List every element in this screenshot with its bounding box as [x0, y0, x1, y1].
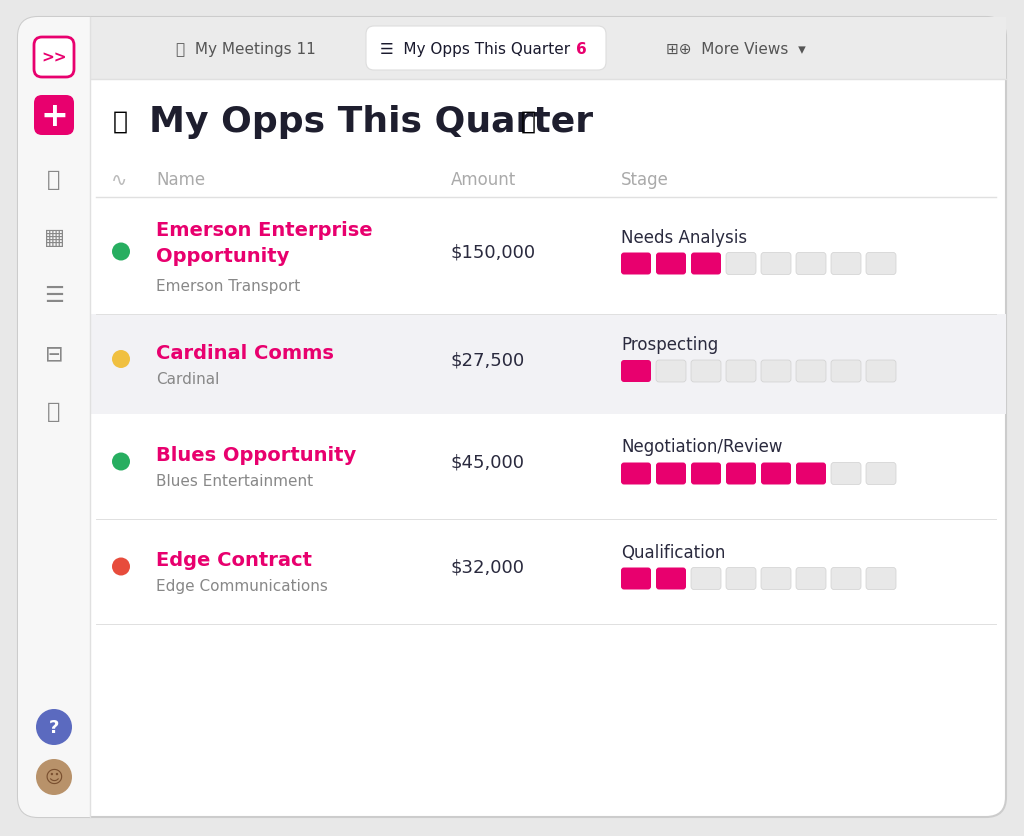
Text: ▦: ▦ [43, 227, 65, 247]
FancyBboxPatch shape [18, 18, 90, 817]
FancyBboxPatch shape [621, 360, 651, 383]
FancyBboxPatch shape [761, 463, 791, 485]
FancyBboxPatch shape [656, 253, 686, 275]
FancyBboxPatch shape [796, 568, 826, 589]
FancyBboxPatch shape [831, 463, 861, 485]
Text: $45,000: $45,000 [451, 453, 525, 471]
Text: Blues Entertainment: Blues Entertainment [156, 473, 313, 488]
Text: My Opps This Quarter: My Opps This Quarter [150, 104, 593, 139]
Circle shape [112, 243, 130, 261]
Text: 👑: 👑 [113, 110, 128, 134]
Text: $150,000: $150,000 [451, 243, 537, 261]
FancyBboxPatch shape [691, 253, 721, 275]
FancyBboxPatch shape [866, 253, 896, 275]
Text: ∿: ∿ [111, 171, 127, 189]
Text: Edge Contract: Edge Contract [156, 550, 312, 569]
FancyBboxPatch shape [831, 360, 861, 383]
Text: Blues Opportunity: Blues Opportunity [156, 446, 356, 465]
Text: Edge Communications: Edge Communications [156, 579, 328, 594]
Text: Cardinal: Cardinal [156, 371, 219, 386]
FancyBboxPatch shape [621, 568, 651, 589]
Text: 🔔: 🔔 [47, 401, 60, 421]
FancyBboxPatch shape [34, 96, 74, 135]
Text: ⌕: ⌕ [47, 170, 60, 190]
Text: ☰  My Opps This Quarter: ☰ My Opps This Quarter [380, 42, 575, 57]
FancyBboxPatch shape [621, 463, 651, 485]
FancyBboxPatch shape [796, 360, 826, 383]
Text: ⭐: ⭐ [521, 110, 536, 134]
Text: ☺: ☺ [45, 768, 63, 786]
Circle shape [112, 350, 130, 369]
FancyBboxPatch shape [866, 568, 896, 589]
Circle shape [112, 558, 130, 576]
Bar [91, 18, 1006, 80]
Text: Negotiation/Review: Negotiation/Review [621, 438, 782, 456]
FancyBboxPatch shape [726, 463, 756, 485]
Bar [54, 18, 90, 817]
Text: 🗓  My Meetings 11: 🗓 My Meetings 11 [176, 42, 315, 57]
FancyBboxPatch shape [691, 568, 721, 589]
FancyBboxPatch shape [866, 463, 896, 485]
FancyBboxPatch shape [18, 18, 1006, 817]
Text: >>: >> [41, 50, 67, 65]
Text: Qualification: Qualification [621, 543, 725, 561]
FancyBboxPatch shape [831, 568, 861, 589]
Circle shape [112, 453, 130, 471]
Text: ⊟: ⊟ [45, 344, 63, 364]
FancyBboxPatch shape [866, 360, 896, 383]
FancyBboxPatch shape [726, 568, 756, 589]
FancyBboxPatch shape [796, 463, 826, 485]
FancyBboxPatch shape [366, 27, 606, 71]
FancyBboxPatch shape [656, 463, 686, 485]
FancyBboxPatch shape [656, 360, 686, 383]
FancyBboxPatch shape [691, 360, 721, 383]
Text: Prospecting: Prospecting [621, 335, 718, 354]
FancyBboxPatch shape [621, 253, 651, 275]
Circle shape [36, 759, 72, 795]
Text: Name: Name [156, 171, 205, 189]
Text: ?: ? [49, 718, 59, 737]
Text: +: + [40, 99, 68, 132]
Text: Needs Analysis: Needs Analysis [621, 228, 748, 247]
Text: Emerson Enterprise: Emerson Enterprise [156, 220, 373, 239]
Text: Amount: Amount [451, 171, 516, 189]
Text: 6: 6 [575, 42, 587, 57]
Text: ⊞⊕  More Views  ▾: ⊞⊕ More Views ▾ [667, 42, 806, 57]
FancyBboxPatch shape [761, 253, 791, 275]
Text: Opportunity: Opportunity [156, 247, 290, 265]
Text: ☰: ☰ [44, 286, 63, 306]
Text: Cardinal Comms: Cardinal Comms [156, 343, 334, 362]
Text: $32,000: $32,000 [451, 558, 525, 576]
Bar [91, 314, 1006, 415]
FancyBboxPatch shape [831, 253, 861, 275]
Text: Stage: Stage [621, 171, 669, 189]
FancyBboxPatch shape [761, 360, 791, 383]
Text: $27,500: $27,500 [451, 350, 525, 369]
FancyBboxPatch shape [726, 360, 756, 383]
FancyBboxPatch shape [726, 253, 756, 275]
FancyBboxPatch shape [34, 38, 74, 78]
Circle shape [36, 709, 72, 745]
FancyBboxPatch shape [656, 568, 686, 589]
FancyBboxPatch shape [761, 568, 791, 589]
FancyBboxPatch shape [796, 253, 826, 275]
Text: Emerson Transport: Emerson Transport [156, 278, 300, 293]
FancyBboxPatch shape [691, 463, 721, 485]
